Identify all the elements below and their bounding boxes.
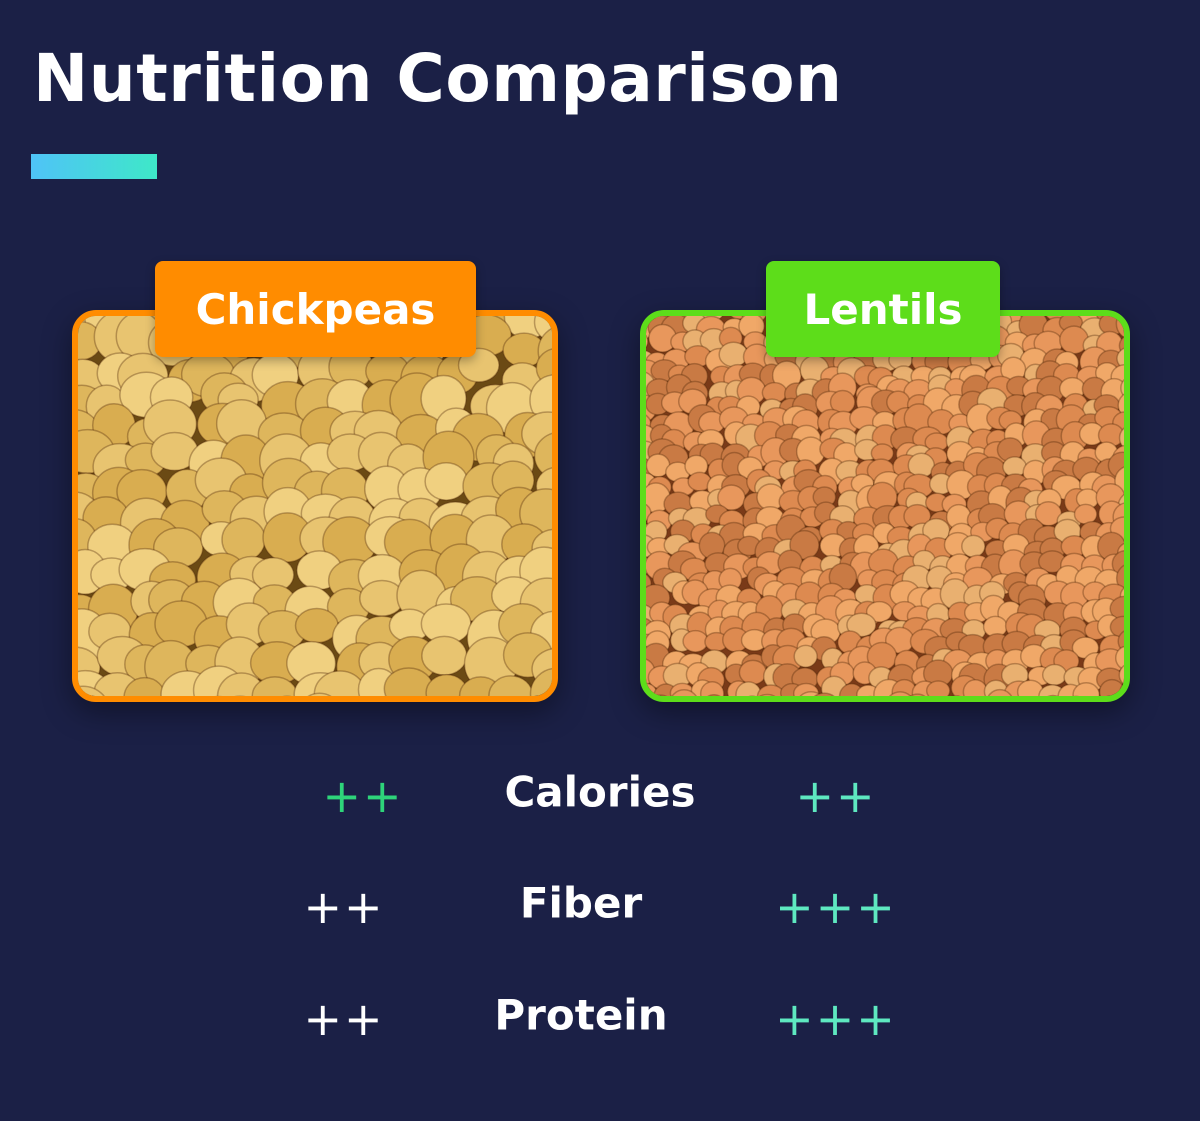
lentils-rating: +++ — [775, 880, 897, 934]
chickpeas-rating: ++ — [303, 880, 385, 934]
grain — [1115, 564, 1124, 592]
grain — [707, 694, 721, 696]
grain — [646, 334, 649, 349]
grain — [1117, 393, 1124, 418]
nutrient-label: Protein — [494, 990, 668, 1040]
grain — [1041, 663, 1068, 686]
grain — [421, 635, 468, 676]
grain — [1117, 630, 1124, 653]
grain — [294, 607, 339, 644]
chickpeas-rating: ++ — [322, 769, 404, 823]
grain — [756, 684, 786, 696]
grain — [671, 689, 697, 696]
food-label: Lentils — [766, 261, 1000, 357]
food-label: Chickpeas — [155, 261, 476, 357]
grain — [533, 432, 552, 480]
grain — [529, 667, 552, 696]
grain — [799, 691, 823, 696]
nutrient-label: Fiber — [519, 878, 643, 928]
chickpeas-photo — [78, 316, 552, 696]
lentils-photo — [646, 316, 1124, 696]
grain — [251, 676, 299, 696]
lentils-image — [640, 310, 1130, 702]
grain — [1047, 694, 1059, 696]
grain — [717, 484, 746, 511]
grain — [424, 461, 469, 501]
grain — [793, 644, 818, 668]
grain — [1072, 682, 1101, 696]
title: Nutrition Comparison — [33, 40, 843, 117]
grain — [987, 688, 1013, 696]
lentils-rating: ++ — [795, 769, 877, 823]
grain — [865, 600, 893, 623]
chickpeas-image — [72, 310, 558, 702]
grain — [307, 692, 332, 696]
accent-bar — [31, 154, 157, 179]
grain — [909, 693, 926, 696]
grain — [699, 681, 725, 696]
grain — [1109, 595, 1124, 622]
grain — [1114, 645, 1124, 671]
chickpeas-rating: ++ — [303, 992, 385, 1046]
grain — [1116, 347, 1124, 370]
grain — [813, 692, 835, 696]
grain — [1118, 427, 1124, 449]
nutrient-label: Calories — [504, 767, 696, 817]
grain — [925, 680, 951, 696]
grain — [1118, 664, 1124, 686]
grain — [758, 693, 776, 696]
grain — [888, 691, 912, 696]
grain — [738, 659, 768, 686]
grain — [1120, 378, 1124, 398]
grain — [961, 534, 986, 559]
grain — [846, 612, 877, 638]
grain — [123, 676, 167, 696]
lentils-rating: +++ — [775, 992, 897, 1046]
